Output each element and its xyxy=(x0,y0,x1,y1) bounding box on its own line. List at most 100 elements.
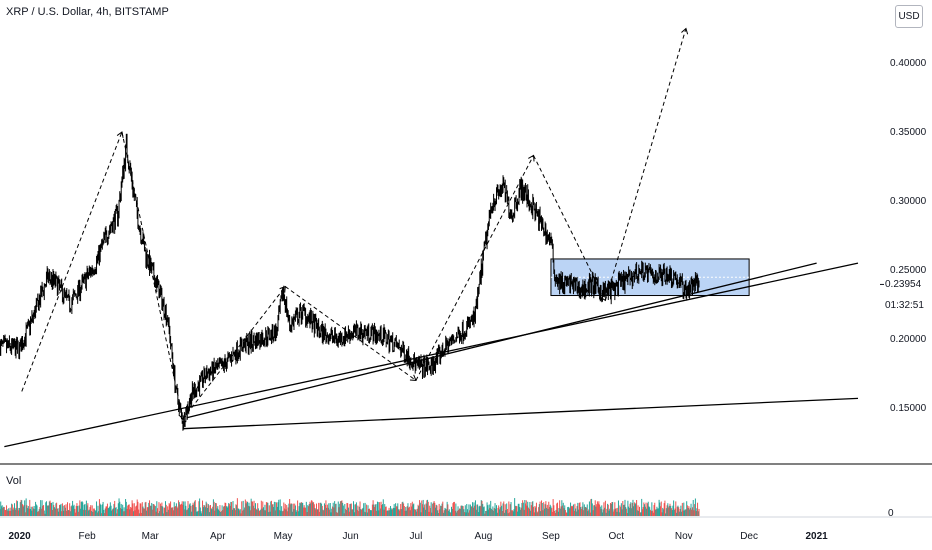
volume-bar xyxy=(657,508,659,516)
volume-bar xyxy=(227,506,229,516)
volume-bar xyxy=(592,510,594,516)
volume-bar xyxy=(598,501,600,516)
volume-bar xyxy=(283,502,285,516)
volume-bar xyxy=(644,504,646,516)
volume-bar xyxy=(534,506,536,516)
volume-bar xyxy=(456,510,458,516)
volume-bar xyxy=(89,507,91,516)
volume-bar xyxy=(389,510,391,516)
volume-bar xyxy=(478,506,480,516)
volume-bar xyxy=(150,505,152,516)
volume-bar xyxy=(482,507,484,516)
volume-bar xyxy=(43,510,45,516)
volume-bar xyxy=(395,506,397,516)
volume-bar xyxy=(611,501,613,516)
volume-bar xyxy=(245,503,247,516)
volume-bar xyxy=(368,508,370,516)
volume-bar xyxy=(3,506,5,516)
volume-bar xyxy=(229,505,231,516)
volume-bar xyxy=(359,501,361,516)
volume-bar xyxy=(225,506,227,516)
projection-segment[interactable] xyxy=(121,131,184,420)
volume-bar xyxy=(661,512,663,516)
volume-bar xyxy=(252,505,254,516)
volume-bar xyxy=(466,503,468,516)
volume-bar xyxy=(4,509,6,516)
volume-bar xyxy=(69,503,71,516)
bar-countdown: 01:32:51 xyxy=(885,300,924,311)
volume-bar xyxy=(257,508,259,516)
volume-bar xyxy=(605,512,607,516)
projection-segment[interactable] xyxy=(284,286,417,381)
volume-bar xyxy=(43,505,45,516)
volume-bar xyxy=(563,508,565,516)
volume-bar xyxy=(555,509,557,516)
volume-bar xyxy=(665,508,667,516)
volume-bar xyxy=(162,513,164,516)
volume-bar xyxy=(328,503,330,516)
volume-bar xyxy=(625,507,627,516)
volume-bar xyxy=(299,502,301,516)
volume-bar xyxy=(578,503,580,516)
projection-arrowhead xyxy=(681,27,689,35)
volume-bar xyxy=(671,510,673,516)
volume-bar xyxy=(326,507,328,516)
trendline[interactable] xyxy=(4,262,859,448)
volume-bar xyxy=(395,503,397,516)
volume-bar xyxy=(412,504,414,516)
volume-bar xyxy=(423,507,425,516)
volume-bar xyxy=(585,506,587,516)
volume-bar xyxy=(183,509,185,516)
volume-bar xyxy=(697,511,699,516)
volume-bar xyxy=(289,499,291,516)
volume-bar xyxy=(346,502,348,516)
volume-bar xyxy=(376,510,378,516)
volume-bar xyxy=(360,509,362,516)
volume-bar xyxy=(157,508,159,516)
volume-bar xyxy=(27,508,29,516)
volume-bar xyxy=(201,513,203,516)
volume-bar xyxy=(660,506,662,516)
volume-bar xyxy=(519,506,521,516)
volume-bar xyxy=(530,510,532,516)
volume-bar xyxy=(163,507,165,516)
projection-segment[interactable] xyxy=(533,155,606,301)
projection-segment[interactable] xyxy=(21,131,123,392)
trendline[interactable] xyxy=(182,397,859,430)
volume-bar xyxy=(444,507,446,516)
volume-bar xyxy=(119,501,121,516)
volume-bar xyxy=(571,506,573,516)
volume-bar xyxy=(632,499,634,516)
volume-bar xyxy=(210,508,212,516)
volume-bar xyxy=(642,507,644,516)
volume-bar xyxy=(698,508,700,516)
volume-bar xyxy=(165,504,167,516)
volume-bar xyxy=(136,499,138,516)
volume-bar xyxy=(480,500,482,516)
projection-segment[interactable] xyxy=(604,28,687,301)
volume-bar xyxy=(220,511,222,516)
volume-bar xyxy=(73,504,75,516)
volume-bar xyxy=(326,504,328,516)
volume-bar xyxy=(6,505,8,516)
volume-bar xyxy=(93,508,95,516)
volume-bar xyxy=(292,511,294,516)
volume-bar xyxy=(475,509,477,516)
trendline[interactable] xyxy=(187,262,817,419)
volume-bar xyxy=(675,501,677,516)
volume-bar xyxy=(98,499,100,516)
volume-bar xyxy=(271,504,273,516)
currency-button[interactable]: USD xyxy=(895,5,923,28)
projection-segment[interactable] xyxy=(415,155,534,381)
volume-bar xyxy=(298,506,300,516)
volume-bar xyxy=(653,505,655,516)
volume-bar xyxy=(102,501,104,516)
volume-bar xyxy=(428,511,430,516)
volume-bar xyxy=(625,508,627,516)
volume-bar xyxy=(210,504,212,516)
volume-bar xyxy=(352,509,354,516)
volume-bar xyxy=(74,508,76,516)
volume-bar xyxy=(447,504,449,516)
volume-bar xyxy=(558,508,560,516)
